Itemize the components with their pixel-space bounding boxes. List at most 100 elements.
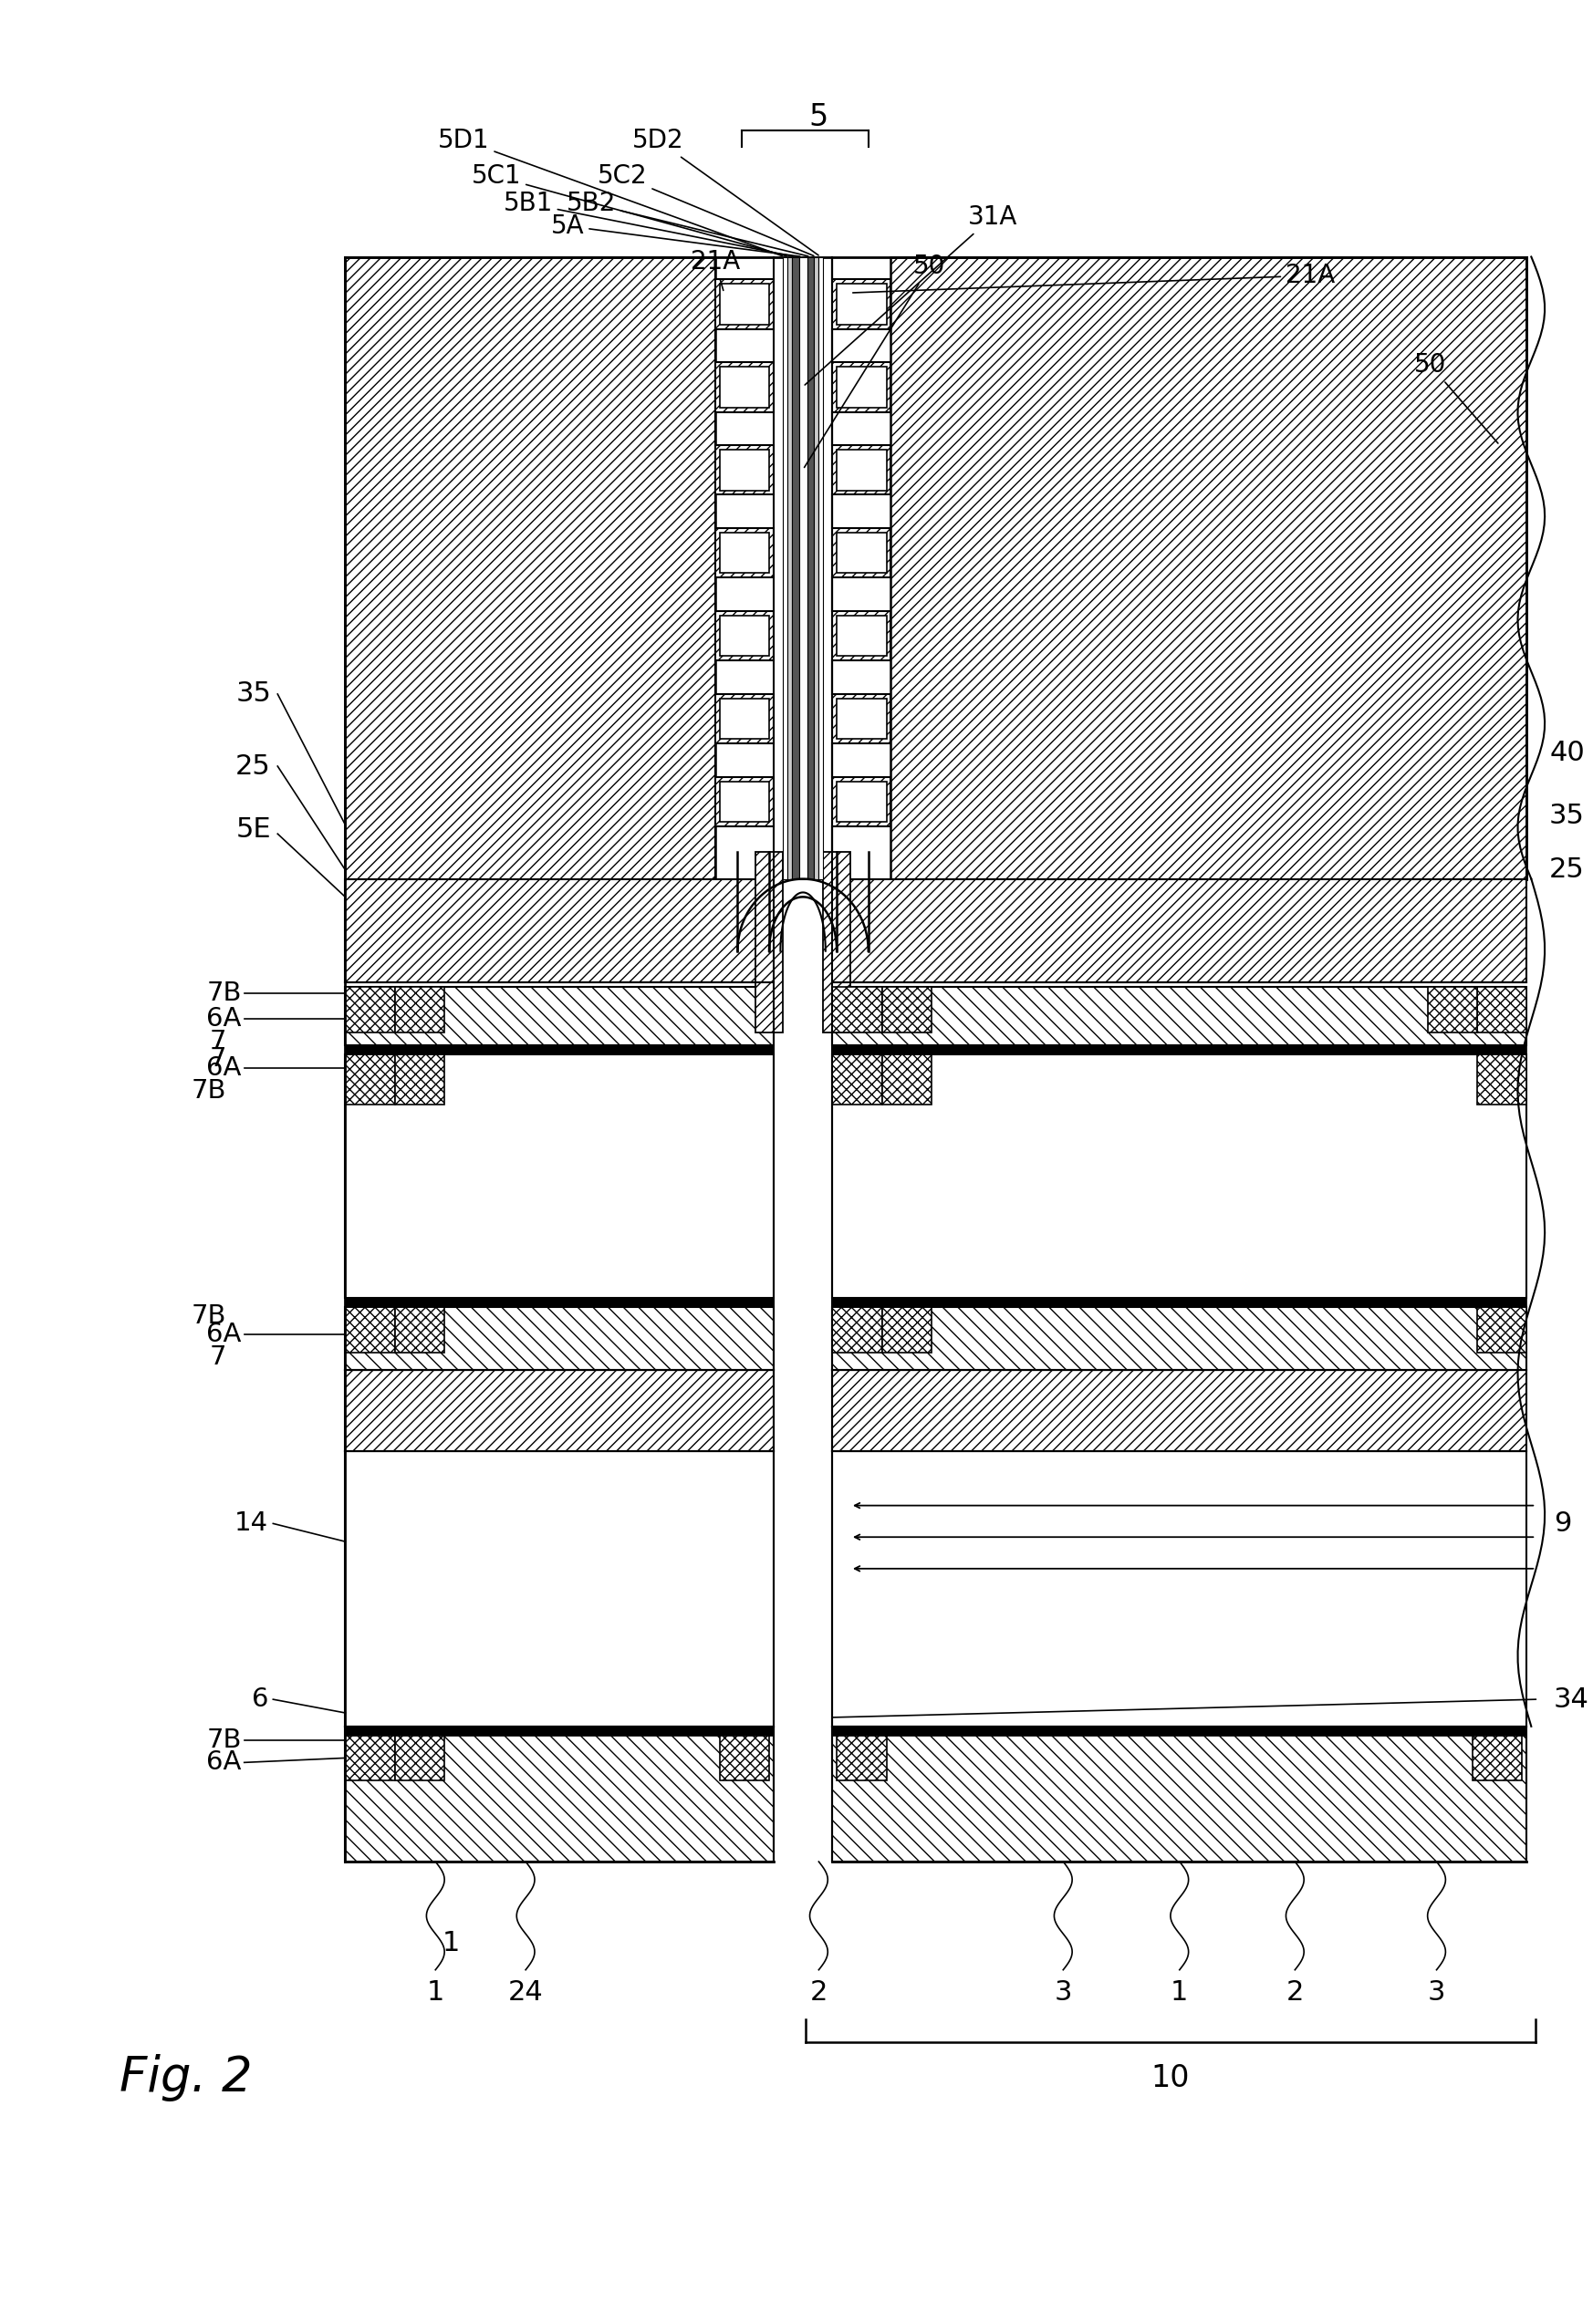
Text: 7B: 7B: [191, 1078, 226, 1104]
Bar: [720, 700, 769, 739]
Text: 5B1: 5B1: [503, 191, 793, 256]
Bar: [836, 781, 886, 823]
Text: 21A: 21A: [852, 263, 1335, 293]
Text: 6A: 6A: [207, 1322, 242, 1348]
Bar: [1477, 1055, 1526, 1104]
Text: 3: 3: [1427, 1980, 1445, 2006]
Bar: [346, 988, 395, 1032]
Text: 5C2: 5C2: [597, 163, 814, 256]
Bar: [832, 878, 1526, 983]
Text: 25: 25: [236, 753, 271, 779]
Text: 7: 7: [209, 1046, 226, 1071]
Bar: [346, 1727, 774, 1862]
Text: 2: 2: [1286, 1980, 1303, 2006]
Bar: [755, 853, 782, 1032]
Bar: [1477, 1306, 1526, 1353]
Text: 5E: 5E: [236, 816, 271, 844]
Bar: [832, 1299, 1526, 1306]
Text: 40: 40: [1550, 739, 1585, 767]
Bar: [836, 532, 886, 574]
Bar: [346, 878, 774, 983]
Bar: [836, 1727, 886, 1780]
Bar: [395, 1055, 444, 1104]
Bar: [832, 1727, 1526, 1862]
Text: 5D1: 5D1: [438, 128, 782, 256]
Bar: [346, 1306, 395, 1353]
Bar: [832, 1306, 1526, 1371]
Text: 50: 50: [1415, 353, 1497, 444]
Bar: [1477, 988, 1526, 1032]
Text: 6: 6: [252, 1687, 269, 1713]
Polygon shape: [715, 256, 774, 878]
Bar: [1427, 988, 1477, 1032]
Text: 31A: 31A: [804, 205, 1018, 386]
Bar: [800, 256, 808, 878]
Bar: [808, 256, 814, 878]
Text: 24: 24: [508, 1980, 543, 2006]
Bar: [832, 1727, 1526, 1736]
Bar: [1472, 1727, 1523, 1780]
Text: 7: 7: [209, 1030, 226, 1055]
Bar: [346, 988, 774, 1046]
Bar: [787, 256, 792, 878]
Bar: [814, 256, 819, 878]
Bar: [346, 1727, 395, 1780]
Text: 50: 50: [804, 253, 946, 467]
Bar: [395, 1306, 444, 1353]
Bar: [346, 1727, 774, 1736]
Bar: [832, 1371, 1526, 1452]
Bar: [720, 532, 769, 574]
Bar: [346, 256, 715, 878]
Bar: [395, 1727, 444, 1780]
Bar: [836, 367, 886, 407]
Bar: [832, 1046, 1526, 1055]
Bar: [883, 1306, 932, 1353]
Text: 3: 3: [1055, 1980, 1072, 2006]
Text: 7B: 7B: [207, 1727, 242, 1752]
Bar: [346, 1299, 774, 1306]
Bar: [832, 988, 1526, 1046]
Bar: [346, 1306, 774, 1371]
Bar: [836, 700, 886, 739]
Bar: [832, 1055, 883, 1104]
Text: 7B: 7B: [207, 981, 242, 1006]
Text: 1: 1: [1171, 1980, 1188, 2006]
Text: 35: 35: [1550, 802, 1585, 830]
Bar: [824, 853, 851, 1032]
Text: 14: 14: [234, 1511, 269, 1536]
Bar: [890, 256, 1526, 878]
Bar: [720, 451, 769, 490]
Text: 2: 2: [809, 1980, 828, 2006]
Bar: [720, 367, 769, 407]
Bar: [832, 988, 883, 1032]
Bar: [346, 1055, 395, 1104]
Bar: [832, 1055, 1526, 1299]
Text: 6A: 6A: [207, 1750, 242, 1776]
Bar: [782, 256, 787, 878]
Bar: [836, 284, 886, 325]
Text: 6A: 6A: [207, 1006, 242, 1032]
Text: 21A: 21A: [690, 249, 739, 290]
Bar: [832, 1452, 1526, 1727]
Text: 6A: 6A: [207, 1055, 242, 1081]
Bar: [883, 988, 932, 1032]
Bar: [819, 256, 824, 878]
Bar: [836, 616, 886, 655]
Text: 5B2: 5B2: [566, 191, 808, 256]
Bar: [346, 1046, 774, 1055]
Text: 1: 1: [427, 1980, 444, 2006]
Text: 35: 35: [236, 681, 271, 706]
Bar: [346, 1055, 774, 1299]
Bar: [346, 1452, 774, 1727]
Text: 5D2: 5D2: [632, 128, 819, 256]
Text: 25: 25: [1550, 858, 1585, 883]
Bar: [720, 781, 769, 823]
Text: 7: 7: [209, 1343, 226, 1369]
Bar: [395, 988, 444, 1032]
Bar: [720, 616, 769, 655]
Bar: [883, 1055, 932, 1104]
Text: Fig. 2: Fig. 2: [119, 2054, 253, 2101]
Text: 5: 5: [809, 102, 828, 132]
Text: 34: 34: [1553, 1687, 1590, 1713]
Text: 5C1: 5C1: [472, 163, 787, 256]
